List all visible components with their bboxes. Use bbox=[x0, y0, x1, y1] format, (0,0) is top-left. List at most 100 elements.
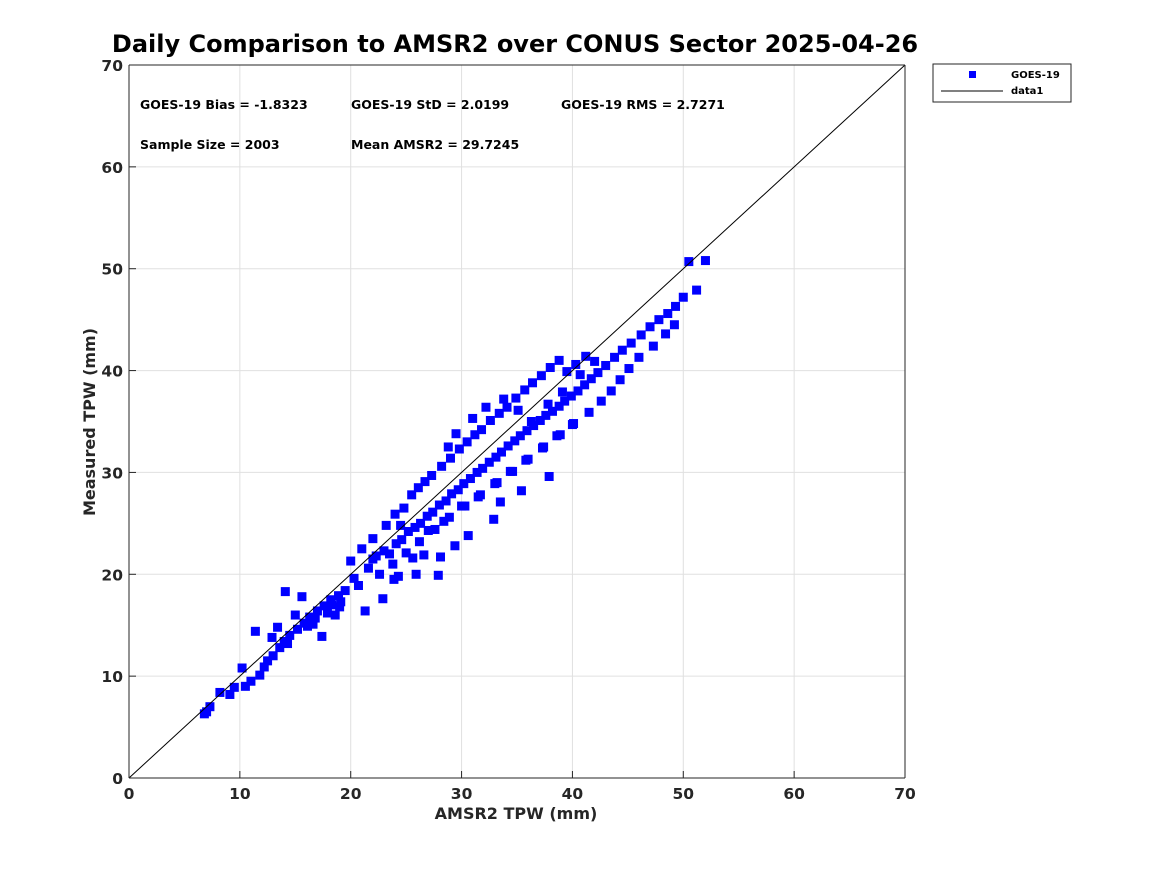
data-point bbox=[700, 256, 710, 266]
data-point bbox=[663, 309, 673, 319]
data-point bbox=[312, 606, 322, 616]
data-point bbox=[571, 359, 581, 369]
data-point bbox=[684, 257, 694, 267]
data-point bbox=[416, 518, 426, 528]
data-point bbox=[573, 386, 583, 396]
data-point bbox=[692, 285, 702, 295]
data-point bbox=[536, 371, 546, 381]
data-point bbox=[494, 408, 504, 418]
data-point bbox=[423, 525, 433, 535]
x-tick-label: 70 bbox=[894, 785, 916, 803]
data-point bbox=[520, 385, 530, 395]
legend-marker-goes-19 bbox=[969, 71, 976, 78]
data-point bbox=[475, 490, 485, 500]
data-point bbox=[436, 552, 446, 562]
data-point bbox=[385, 549, 395, 559]
data-point bbox=[381, 520, 391, 530]
data-point bbox=[554, 355, 564, 365]
data-point bbox=[363, 563, 373, 573]
data-point bbox=[336, 597, 346, 607]
y-tick-label: 60 bbox=[101, 159, 123, 177]
data-point bbox=[427, 470, 437, 480]
data-point bbox=[617, 345, 627, 355]
data-point bbox=[491, 452, 501, 462]
data-point bbox=[450, 541, 460, 551]
data-point bbox=[215, 687, 225, 697]
data-point bbox=[468, 413, 478, 423]
data-point bbox=[566, 391, 576, 401]
data-point bbox=[462, 437, 472, 447]
data-point bbox=[522, 426, 532, 436]
data-point bbox=[648, 341, 658, 351]
data-point bbox=[379, 546, 389, 556]
data-point bbox=[624, 364, 634, 374]
stat-rms: GOES-19 RMS = 2.7271 bbox=[561, 97, 725, 112]
data-point bbox=[555, 430, 565, 440]
data-point bbox=[601, 360, 611, 370]
data-point bbox=[535, 415, 545, 425]
data-point bbox=[554, 401, 564, 411]
data-point bbox=[267, 632, 277, 642]
tick-labels: 0 10 20 30 40 50 60 70 0 10 20 30 40 50 60 70 bbox=[101, 57, 916, 803]
y-tick-label: 20 bbox=[101, 566, 123, 584]
data-point bbox=[437, 461, 447, 471]
data-point bbox=[626, 338, 636, 348]
data-point bbox=[541, 410, 551, 420]
x-tick-label: 30 bbox=[451, 785, 473, 803]
data-point bbox=[526, 417, 536, 426]
data-point bbox=[340, 586, 350, 596]
data-point bbox=[259, 662, 269, 672]
data-point bbox=[205, 702, 215, 712]
data-point bbox=[586, 374, 596, 384]
data-point bbox=[560, 396, 570, 406]
data-point bbox=[661, 329, 671, 339]
data-point bbox=[428, 507, 438, 517]
data-point bbox=[645, 322, 655, 332]
data-point bbox=[422, 511, 432, 521]
data-point bbox=[478, 463, 488, 473]
stat-sample-size: Sample Size = 2003 bbox=[140, 137, 280, 152]
data-point bbox=[481, 402, 491, 412]
data-point bbox=[544, 472, 554, 482]
data-point bbox=[229, 682, 239, 692]
x-tick-label: 20 bbox=[340, 785, 362, 803]
stat-mean: Mean AMSR2 = 29.7245 bbox=[351, 137, 519, 152]
y-tick-label: 30 bbox=[101, 464, 123, 482]
data-point bbox=[678, 292, 688, 302]
data-point bbox=[528, 378, 538, 388]
data-point bbox=[391, 539, 401, 549]
data-point bbox=[319, 601, 329, 611]
data-point bbox=[606, 386, 616, 396]
data-point bbox=[250, 626, 260, 636]
data-point bbox=[557, 387, 567, 397]
data-point bbox=[523, 454, 533, 464]
data-point bbox=[485, 415, 495, 425]
data-point bbox=[411, 569, 421, 579]
data-point bbox=[255, 670, 265, 680]
data-point bbox=[545, 363, 555, 373]
data-point bbox=[610, 352, 620, 362]
data-point bbox=[293, 624, 303, 634]
data-point bbox=[297, 592, 307, 602]
data-point bbox=[268, 651, 278, 661]
data-point bbox=[407, 490, 417, 500]
x-tick-label: 0 bbox=[124, 785, 135, 803]
data-point bbox=[388, 559, 398, 569]
data-point bbox=[510, 436, 520, 446]
data-point bbox=[516, 486, 526, 496]
data-point bbox=[508, 466, 518, 476]
data-point bbox=[403, 527, 413, 537]
data-point bbox=[413, 483, 423, 493]
data-point bbox=[484, 457, 494, 467]
data-point bbox=[353, 580, 363, 590]
data-point bbox=[513, 405, 523, 415]
x-tick-label: 50 bbox=[672, 785, 694, 803]
y-tick-label: 0 bbox=[112, 770, 123, 788]
data-point bbox=[445, 453, 455, 463]
y-axis-label: Measured TPW (mm) bbox=[80, 328, 99, 516]
data-point bbox=[489, 514, 499, 524]
data-point bbox=[310, 613, 320, 623]
data-point bbox=[671, 301, 681, 311]
data-point bbox=[308, 619, 318, 629]
data-point bbox=[454, 444, 464, 454]
